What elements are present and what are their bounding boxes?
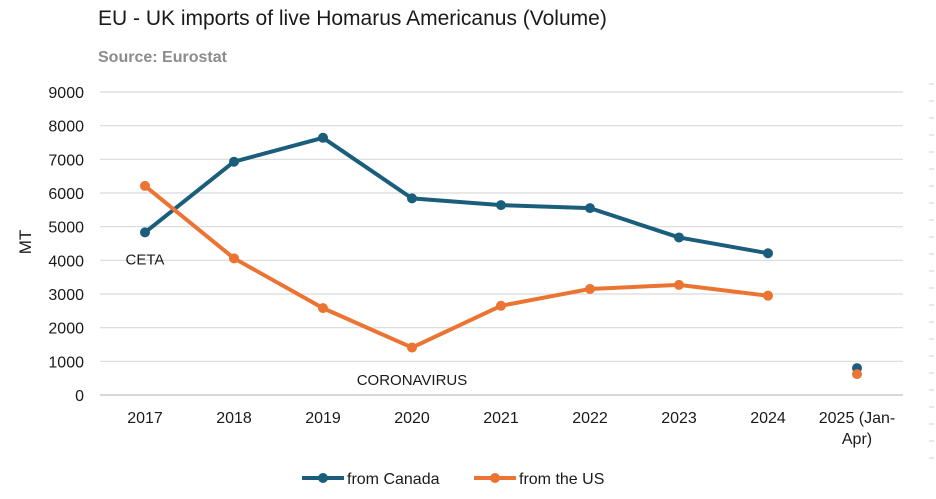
y-tick-label: 7000 (48, 152, 84, 169)
x-tick-label: 2018 (216, 410, 252, 427)
data-point-from-the-us (763, 290, 773, 301)
data-point-from-the-us (407, 342, 417, 353)
y-tick-label: 2000 (48, 321, 84, 338)
data-point-from-canada (229, 156, 239, 167)
series-group (140, 132, 862, 380)
series-line-from-the-us (143, 183, 770, 350)
x-tick-label: 2019 (305, 410, 341, 427)
x-tick-label: 2024 (750, 410, 786, 427)
chart-title: EU - UK imports of live Homarus American… (98, 7, 607, 30)
x-tick-label: 2020 (394, 410, 430, 427)
data-point-from-canada (140, 227, 150, 238)
x-axis-ticks: 2017 2018 2019 2020 2021 2022 2023 2024 2025 (Ja… (127, 410, 895, 448)
y-axis-label: MT (16, 230, 35, 255)
data-point-from-canada (496, 200, 506, 211)
legend-swatch-marker (490, 473, 500, 483)
x-tick-label: 2025 (Jan-Apr) (819, 410, 896, 448)
y-tick-label: 8000 (48, 119, 84, 136)
x-tick-label: 2022 (572, 410, 608, 427)
x-tick-label: 2023 (661, 410, 697, 427)
y-tick-label: 4000 (48, 253, 84, 270)
data-point-from-the-us (318, 303, 328, 314)
gridlines (100, 91, 903, 396)
chart-subtitle: Source: Eurostat (98, 49, 227, 66)
y-tick-label: 9000 (48, 85, 84, 102)
right-edge-dashes (929, 83, 934, 459)
data-point-from-canada (674, 232, 684, 243)
series-line-from-canada (143, 135, 770, 256)
data-point-from-canada (585, 203, 595, 214)
legend-label: from the US (519, 471, 604, 488)
x-tick-label: 2017 (127, 410, 163, 427)
legend-swatch-marker (318, 473, 328, 483)
data-point-from-the-us (852, 369, 862, 380)
annotation-label: CETA (126, 252, 165, 269)
data-point-from-canada (318, 132, 328, 143)
data-point-from-the-us (585, 283, 595, 294)
x-tick-label: 2021 (483, 410, 519, 427)
y-tick-label: 1000 (48, 354, 84, 371)
annotations: CETA CORONAVIRUS (126, 252, 468, 389)
data-point-from-canada (763, 248, 773, 259)
annotation-label: CORONAVIRUS (357, 372, 468, 389)
legend: from Canada from the US (302, 471, 604, 488)
data-point-from-the-us (229, 253, 239, 264)
data-point-from-the-us (496, 300, 506, 311)
y-tick-label: 0 (75, 388, 84, 405)
y-tick-label: 6000 (48, 186, 84, 203)
y-tick-label: 5000 (48, 220, 84, 237)
data-point-from-the-us (674, 279, 684, 290)
legend-label: from Canada (347, 471, 440, 488)
data-point-from-canada (407, 193, 417, 204)
data-point-from-the-us (140, 180, 150, 191)
y-tick-label: 3000 (48, 287, 84, 304)
y-axis-ticks: 0 1000 2000 3000 4000 5000 6000 7000 8000 9000 (48, 85, 84, 405)
